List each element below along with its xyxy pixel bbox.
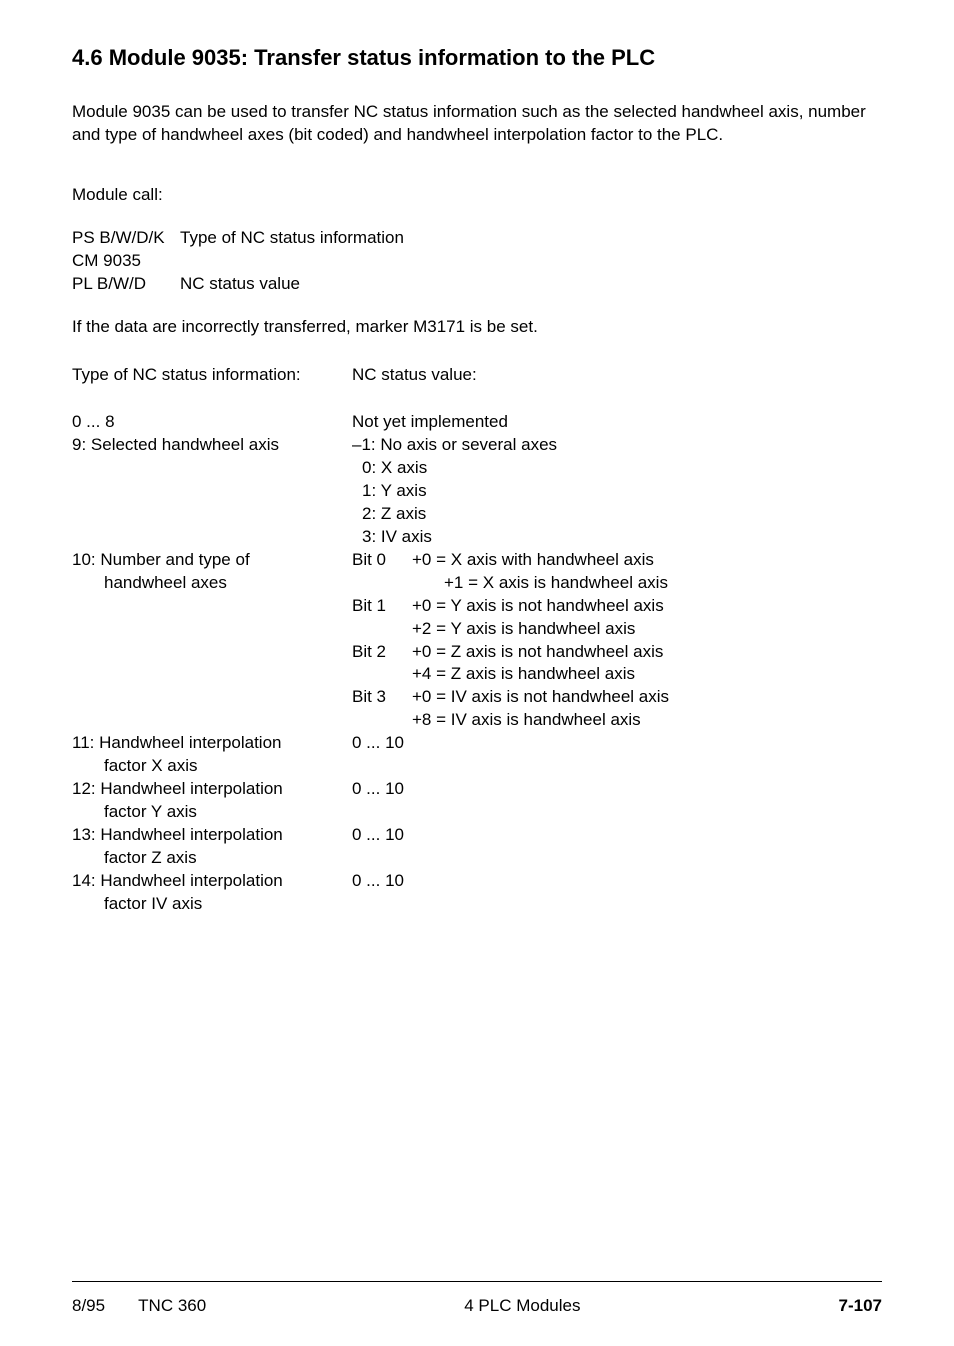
row-0-right: Not yet implemented [352,411,882,434]
bit0-a: +0 = X axis with handwheel axis [412,549,882,572]
page-footer: 8/95 TNC 360 4 PLC Modules 7-107 [72,1281,882,1316]
call-r3c1: PL B/W/D [72,273,180,296]
page-container: 4.6 Module 9035: Transfer status informa… [0,0,954,1346]
row-13-left-b: factor Z axis [72,847,384,870]
footer-left: 8/95 TNC 360 [72,1296,206,1316]
bit1-a: +0 = Y axis is not handwheel axis [412,595,882,618]
intro-paragraph: Module 9035 can be used to transfer NC s… [72,101,882,147]
bit2-label: Bit 2 [352,641,412,664]
row-14-right: 0 ... 10 [352,870,882,893]
row-9-left: 9: Selected handwheel axis [72,434,352,457]
footer-page-number: 7-107 [839,1296,882,1316]
call-r3c2: NC status value [180,273,882,296]
row-14-left-a: 14: Handwheel interpolation [72,870,352,893]
bit0-b: +1 = X axis is handwheel axis [384,572,882,595]
footer-date: 8/95 [72,1296,105,1315]
footer-model: TNC 360 [138,1296,206,1315]
bit3-label: Bit 3 [352,686,412,709]
row-9-right-c: 1: Y axis [352,480,882,503]
row-10-left-b: handwheel axes [72,572,384,595]
module-call-block: PS B/W/D/K Type of NC status information… [72,227,882,296]
bit0-label: Bit 0 [352,549,412,572]
row-12-right: 0 ... 10 [352,778,882,801]
call-r1c1: PS B/W/D/K [72,227,180,250]
status-table: Type of NC status information: NC status… [72,365,882,916]
row-11-left-b: factor X axis [72,755,384,778]
footer-divider [72,1281,882,1282]
row-11-right: 0 ... 10 [352,732,882,755]
module-call-label: Module call: [72,184,882,207]
footer-center: 4 PLC Modules [464,1296,580,1316]
bit1-label: Bit 1 [352,595,412,618]
row-13-right: 0 ... 10 [352,824,882,847]
call-r2c1: CM 9035 [72,250,180,273]
status-header-right: NC status value: [352,365,882,385]
row-9-right-e: 3: IV axis [352,526,882,549]
bit2-b: +4 = Z axis is handwheel axis [352,663,882,686]
row-9-right-d: 2: Z axis [352,503,882,526]
row-0-left: 0 ... 8 [72,411,352,434]
row-9-right-b: 0: X axis [352,457,882,480]
row-14-left-b: factor IV axis [72,893,384,916]
bit2-a: +0 = Z axis is not handwheel axis [412,641,882,664]
marker-note: If the data are incorrectly transferred,… [72,316,882,339]
status-header-left: Type of NC status information: [72,365,352,385]
section-heading: 4.6 Module 9035: Transfer status informa… [72,44,882,73]
call-r1c2: Type of NC status information [180,227,882,250]
row-10-left-a: 10: Number and type of [72,549,352,572]
bit3-a: +0 = IV axis is not handwheel axis [412,686,882,709]
row-12-left-b: factor Y axis [72,801,384,824]
bit1-b: +2 = Y axis is handwheel axis [352,618,882,641]
bit3-b: +8 = IV axis is handwheel axis [352,709,882,732]
row-9-right-a: –1: No axis or several axes [352,434,882,457]
row-13-left-a: 13: Handwheel interpolation [72,824,352,847]
row-11-left-a: 11: Handwheel interpolation [72,732,352,755]
call-r2c2 [180,250,882,273]
row-12-left-a: 12: Handwheel interpolation [72,778,352,801]
